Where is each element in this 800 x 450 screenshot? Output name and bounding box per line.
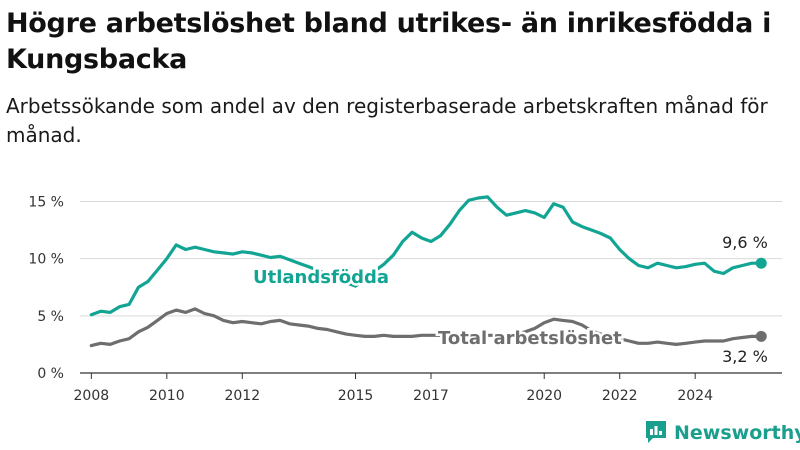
bar-chart-icon (644, 418, 668, 448)
x-tick-label: 2017 (413, 388, 449, 404)
series-label-utlandsfodda: Utlandsfödda (253, 267, 389, 288)
chart-title: Högre arbetslöshet bland utrikes- än inr… (6, 8, 772, 75)
end-point-total (755, 330, 767, 342)
x-tick-label: 2020 (526, 388, 562, 404)
chart-subtitle: Arbetssökande som andel av den registerb… (6, 94, 768, 147)
axes: 0 % 5 % 10 % 15 % 2008 2010 2012 2015 2017 2020 20… (28, 194, 713, 404)
gridlines (80, 200, 782, 374)
y-tick-label: 5 % (37, 309, 64, 325)
x-tick-label: 2010 (149, 388, 185, 404)
brand-logo: Newsworthy (644, 418, 800, 448)
y-tick-label: 15 % (28, 194, 64, 210)
brand-name: Newsworthy (674, 422, 800, 444)
series-label-total: Total arbetslöshet (438, 328, 622, 349)
end-label-utlandsfodda: 9,6 % (722, 233, 768, 252)
x-tick-label: 2015 (338, 388, 374, 404)
end-point-utlandsfodda (755, 257, 767, 269)
x-tick-label: 2012 (224, 388, 260, 404)
series-line-utlandsfodda (89, 195, 763, 317)
x-tick-label: 2024 (677, 388, 713, 404)
y-tick-label: 0 % (37, 366, 64, 382)
series-lines (89, 195, 767, 348)
y-tick-label: 10 % (28, 252, 64, 268)
series-line-total (89, 307, 763, 348)
x-tick-label: 2022 (602, 388, 638, 404)
series-labels: Utlandsfödda Total arbetslöshet 9,6 % 3,… (251, 233, 768, 366)
x-tick-label: 2008 (74, 388, 110, 404)
end-label-total: 3,2 % (722, 347, 768, 366)
